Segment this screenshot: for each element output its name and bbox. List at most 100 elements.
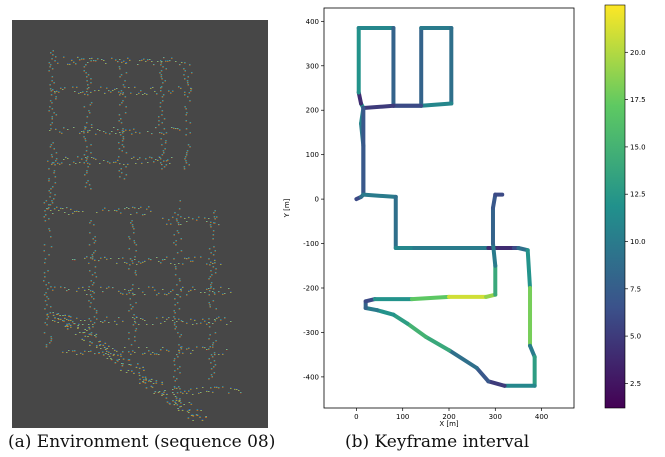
cloud-point: [127, 369, 130, 372]
cloud-point: [160, 60, 162, 62]
cloud-point: [158, 124, 160, 126]
cloud-point: [48, 180, 50, 182]
cloud-point: [138, 261, 140, 263]
cloud-point: [179, 336, 181, 338]
cloud-point: [110, 357, 112, 360]
cloud-point: [206, 323, 208, 325]
cloud-point: [212, 234, 215, 236]
cloud-point: [115, 59, 117, 61]
cloud-point: [72, 321, 74, 323]
cloud-point: [147, 59, 149, 61]
cloud-point: [51, 102, 53, 104]
cloud-point: [174, 318, 176, 320]
cloud-point: [179, 296, 182, 298]
cloud-point: [177, 407, 179, 410]
cloud-point: [88, 318, 90, 320]
cloud-point: [59, 314, 61, 317]
cloud-point: [208, 287, 210, 290]
cloud-point: [128, 359, 131, 361]
cloud-point: [131, 133, 133, 135]
cloud-point: [63, 56, 65, 58]
cloud-point: [87, 130, 89, 132]
cloud-point: [88, 333, 91, 335]
cloud-point: [84, 186, 87, 188]
cloud-point: [64, 286, 66, 289]
cloud-point: [161, 163, 163, 166]
cloud-point: [196, 414, 199, 416]
cloud-point: [165, 140, 167, 142]
cloud-point: [120, 90, 123, 92]
cloud-point: [88, 86, 90, 89]
cloud-point: [51, 122, 53, 124]
x-tick-label: 100: [396, 413, 409, 421]
cloud-point: [188, 290, 190, 292]
cloud-point: [131, 157, 133, 160]
cloud-point: [87, 94, 89, 96]
cloud-point: [134, 256, 136, 258]
cloud-point: [95, 133, 97, 135]
cloud-point: [50, 338, 53, 340]
cloud-point: [63, 320, 65, 322]
cloud-point: [216, 386, 218, 388]
cloud-point: [160, 349, 162, 351]
cloud-point: [60, 286, 62, 288]
cloud-point: [161, 132, 163, 134]
cloud-point: [52, 54, 54, 56]
cloud-point: [124, 346, 126, 349]
cloud-point: [45, 200, 48, 202]
cloud-point: [212, 230, 215, 232]
cloud-point: [53, 170, 56, 172]
cloud-point: [214, 272, 217, 274]
cloud-point: [77, 156, 79, 158]
cloud-point: [118, 257, 120, 260]
cloud-point: [119, 68, 121, 70]
cloud-point: [155, 158, 157, 161]
cloud-point: [180, 402, 182, 404]
cloud-point: [184, 106, 186, 108]
cloud-point: [120, 369, 122, 372]
cloud-point: [43, 280, 45, 282]
cloud-point: [161, 154, 164, 156]
cloud-point: [204, 346, 206, 349]
cloud-point: [183, 68, 185, 70]
cloud-point: [206, 288, 208, 290]
cloud-point: [214, 318, 216, 321]
cloud-point: [96, 345, 98, 347]
cloud-point: [137, 158, 139, 161]
cloud-point: [119, 76, 121, 78]
cloud-point: [57, 162, 59, 164]
cloud-point: [180, 334, 182, 336]
cloud-point: [116, 87, 118, 90]
cloud-point: [161, 383, 164, 385]
cloud-point: [92, 326, 94, 328]
cloud-point: [154, 289, 156, 291]
cloud-point: [136, 316, 138, 319]
cloud-point: [76, 317, 78, 319]
cloud-point: [47, 160, 49, 162]
cloud-point: [125, 106, 127, 108]
cloud-point: [50, 128, 52, 130]
cloud-point: [180, 87, 182, 89]
cloud-point: [112, 354, 115, 356]
cloud-point: [187, 144, 190, 146]
cloud-point: [170, 223, 172, 225]
cloud-point: [138, 372, 140, 374]
cloud-point: [117, 128, 119, 131]
colorbar: [604, 4, 626, 409]
cloud-point: [167, 60, 169, 62]
cloud-point: [52, 50, 54, 52]
cloud-point: [121, 172, 123, 174]
cloud-point: [62, 319, 64, 322]
cloud-point: [89, 222, 91, 224]
cloud-point: [180, 216, 182, 218]
cloud-point: [226, 323, 228, 326]
cloud-point: [44, 210, 46, 212]
cloud-point: [49, 64, 52, 66]
cloud-point: [214, 364, 217, 366]
cloud-point: [176, 404, 179, 406]
cloud-point: [118, 156, 120, 158]
cloud-point: [218, 290, 220, 293]
cloud-point: [78, 323, 80, 325]
cloud-point: [151, 157, 153, 159]
cloud-point: [218, 316, 220, 318]
